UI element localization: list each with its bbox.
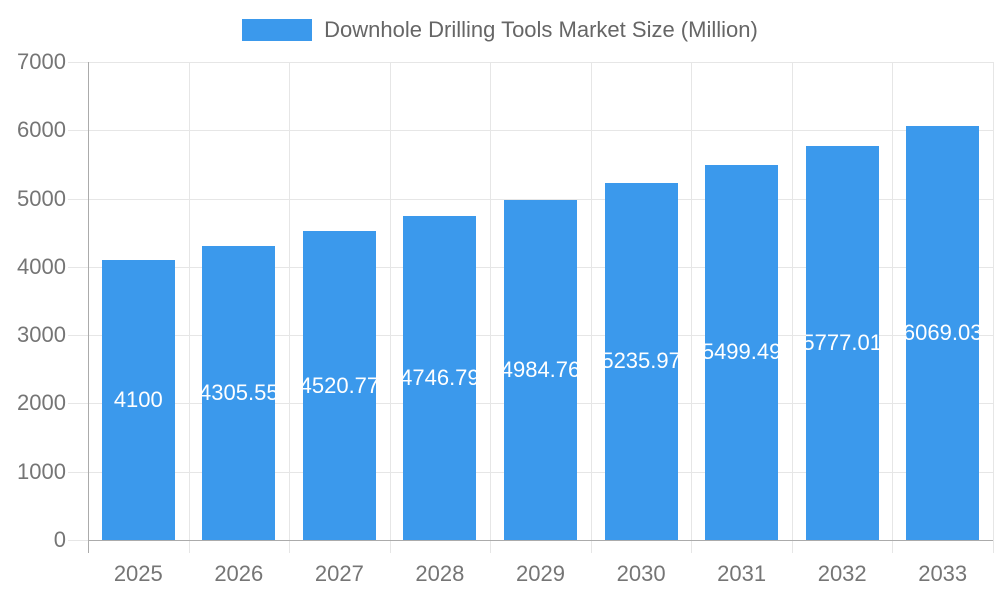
v-gridline [490, 62, 491, 540]
bar-value-label: 5777.01 [805, 329, 879, 355]
h-gridline [88, 199, 993, 200]
bar: 5777.01 [805, 145, 879, 540]
bar: 4100 [101, 260, 175, 540]
h-gridline [88, 130, 993, 131]
y-axis-tick [68, 267, 88, 268]
bar-value-label: 4520.77 [302, 372, 376, 398]
legend[interactable]: Downhole Drilling Tools Market Size (Mil… [0, 17, 1000, 43]
x-tick-label: 2027 [314, 561, 364, 586]
y-axis-tick [68, 335, 88, 336]
y-axis-tick [68, 62, 88, 63]
bar: 5499.49 [705, 164, 779, 540]
x-axis-tick [189, 540, 190, 553]
x-axis-tick [892, 540, 893, 553]
bar-value-label: 4746.79 [403, 364, 477, 390]
x-tick-label: 2029 [516, 561, 565, 586]
y-tick-label: 0 [53, 527, 66, 552]
x-axis-tick [390, 540, 391, 553]
x-tick-label: 2031 [717, 561, 767, 586]
bar-value-label: 4100 [113, 387, 163, 412]
y-tick-label: 7000 [17, 49, 66, 74]
x-tick-label: 2030 [616, 561, 666, 586]
y-axis-tick [68, 130, 88, 131]
y-tick-label: 1000 [17, 459, 66, 484]
h-gridline [88, 62, 993, 63]
x-axis-tick [993, 540, 994, 553]
bar-value-label: 5235.97 [604, 348, 678, 374]
x-tick-label: 2025 [113, 561, 163, 586]
x-tick-label: 2028 [415, 561, 465, 586]
legend-swatch[interactable] [242, 19, 313, 41]
y-tick-label: 2000 [17, 390, 66, 415]
bar: 5235.97 [604, 182, 678, 540]
bar: 4984.76 [504, 199, 577, 540]
x-tick-label: 2032 [817, 561, 867, 586]
x-axis-tick [792, 540, 793, 553]
v-gridline [993, 62, 994, 540]
v-gridline [591, 62, 592, 540]
v-gridline [792, 62, 793, 540]
bar-value-label: 5499.49 [705, 339, 779, 365]
v-gridline [691, 62, 692, 540]
v-gridline [289, 62, 290, 540]
bar-value-label: 4984.76 [504, 356, 577, 382]
bar: 6069.03 [906, 125, 980, 540]
v-gridline [390, 62, 391, 540]
x-axis-tick [490, 540, 491, 553]
y-tick-label: 5000 [17, 186, 66, 211]
bar: 4305.55 [202, 246, 276, 540]
v-gridline [892, 62, 893, 540]
bar-value-label: 4305.55 [202, 380, 276, 405]
y-axis-line [88, 62, 89, 553]
bar-value-label: 6069.03 [906, 319, 980, 345]
bar: 4520.77 [302, 231, 376, 540]
x-axis-tick [691, 540, 692, 553]
y-tick-label: 3000 [17, 322, 66, 347]
x-axis-tick [591, 540, 592, 553]
x-tick-label: 2033 [918, 561, 968, 586]
x-axis-tick [289, 540, 290, 553]
bar: 4746.79 [403, 215, 477, 540]
y-axis-tick [68, 472, 88, 473]
y-axis-tick [68, 540, 88, 541]
legend-label[interactable]: Downhole Drilling Tools Market Size (Mil… [324, 17, 758, 42]
y-axis-tick [68, 403, 88, 404]
y-tick-label: 4000 [17, 254, 66, 279]
y-axis-tick [68, 199, 88, 200]
x-axis-line [88, 540, 993, 541]
x-tick-label: 2026 [214, 561, 264, 586]
v-gridline [189, 62, 190, 540]
y-tick-label: 6000 [17, 117, 66, 142]
